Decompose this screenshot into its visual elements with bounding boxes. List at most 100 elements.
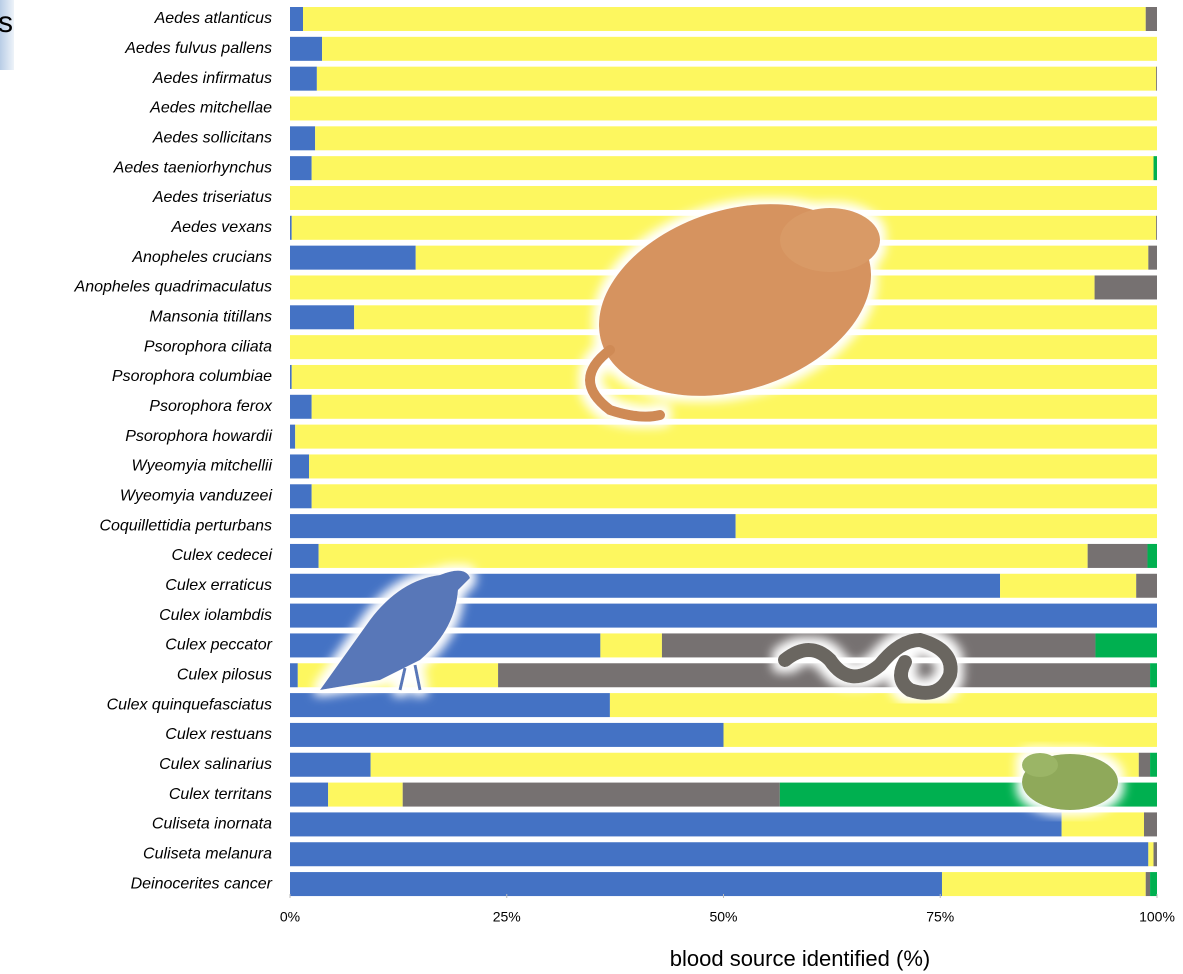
bar-segment	[1148, 842, 1153, 866]
category-label: Coquillettidia perturbans	[99, 517, 272, 534]
bar-segment	[290, 67, 317, 91]
bar-segment	[315, 126, 1157, 150]
category-label: Psorophora howardii	[125, 428, 272, 445]
category-label: Psorophora ciliata	[144, 338, 272, 355]
chart: s Aedes atlanticusAedes fulvus pallensAe…	[0, 0, 1183, 974]
bar-segment	[1088, 544, 1148, 568]
bar-segment	[317, 67, 1156, 91]
category-label: Aedes triseriatus	[152, 189, 272, 206]
category-label: Culex salinarius	[159, 756, 272, 773]
category-label: Culex cedecei	[172, 547, 273, 564]
bar-segment	[610, 693, 1157, 717]
bar-segment	[290, 216, 292, 240]
bar-segment	[290, 365, 292, 389]
bar-segment	[1095, 275, 1157, 299]
x-tick-label: 75%	[926, 909, 954, 925]
bar-segment	[290, 7, 303, 31]
category-label: Psorophora columbiae	[112, 368, 272, 385]
bar-segment	[290, 872, 942, 896]
bar-segment	[1154, 842, 1157, 866]
bar-segment	[328, 783, 403, 807]
bar-segment	[1144, 812, 1157, 836]
bar-segment	[290, 156, 312, 180]
category-label: Anopheles quadrimaculatus	[74, 279, 272, 296]
category-label: Culex iolambdis	[159, 607, 272, 624]
x-axis-label: blood source identified (%)	[670, 946, 930, 971]
bar-segment	[942, 872, 1146, 896]
category-label: Culex peccator	[165, 637, 272, 654]
bar-segment	[600, 633, 662, 657]
bar-segment	[290, 812, 1062, 836]
bar-segment	[1154, 156, 1157, 180]
bar-segment	[322, 37, 1157, 61]
category-label: Aedes taeniorhynchus	[113, 159, 272, 176]
bar-segment	[290, 484, 312, 508]
category-label: Wyeomyia vanduzeei	[120, 487, 273, 504]
x-tick-label: 25%	[493, 909, 521, 925]
bar-segment	[295, 425, 1157, 449]
bar-segment	[290, 395, 312, 419]
category-label: Culex restuans	[165, 726, 272, 743]
category-label: Aedes infirmatus	[152, 70, 272, 87]
bar-segment	[290, 544, 319, 568]
bar-segment	[1062, 812, 1144, 836]
category-label: Culex territans	[169, 786, 272, 803]
category-label: Culex erraticus	[165, 577, 272, 594]
bar-segment	[403, 783, 780, 807]
bar-segment	[290, 633, 600, 657]
bar-segment	[1150, 872, 1157, 896]
bar-segment	[724, 723, 1158, 747]
category-label: Wyeomyia mitchellii	[132, 458, 273, 475]
bar-segment	[1136, 574, 1157, 598]
bar-segment	[290, 37, 322, 61]
bar-segment	[290, 246, 416, 270]
bar-segment	[662, 633, 1096, 657]
bar-segment	[736, 514, 1157, 538]
bar-segment	[1139, 753, 1150, 777]
bar-segment	[312, 484, 1157, 508]
category-label: Culex quinquefasciatus	[107, 696, 272, 713]
bar-segment	[498, 663, 1150, 687]
bar-segment	[290, 126, 315, 150]
bar-segment	[290, 753, 371, 777]
category-label: Aedes sollicitans	[152, 130, 272, 147]
category-label: Mansonia titillans	[149, 309, 272, 326]
bar-segment	[1147, 544, 1157, 568]
bar-segment	[303, 7, 1146, 31]
bar-segment	[290, 783, 328, 807]
bar-segment	[309, 454, 1157, 478]
bar-segment	[290, 454, 309, 478]
bar-segment	[1150, 663, 1157, 687]
bar-segment	[1150, 753, 1157, 777]
bar-segment	[290, 425, 295, 449]
category-label: Aedes atlanticus	[154, 10, 272, 27]
category-label: Culex pilosus	[177, 666, 272, 683]
x-tick-label: 50%	[709, 909, 737, 925]
category-label: Aedes fulvus pallens	[124, 40, 272, 57]
bar-segment	[312, 395, 1157, 419]
bar-segment	[290, 305, 354, 329]
bar-segment	[319, 544, 1088, 568]
plot-area: Aedes atlanticus Aedes fulvus pallens Aede…	[74, 7, 1175, 925]
category-label: Culiseta inornata	[152, 816, 272, 833]
bar-segment	[290, 186, 1157, 210]
bar-segment	[1146, 872, 1150, 896]
bar-segment	[290, 693, 610, 717]
bar-segment	[1146, 7, 1157, 31]
category-label: Aedes vexans	[170, 219, 272, 236]
bar-segment	[1156, 67, 1157, 91]
category-label: Culiseta melanura	[143, 845, 272, 862]
bar-segment	[1156, 216, 1157, 240]
bar-segment	[1148, 246, 1157, 270]
bar-segment	[290, 723, 724, 747]
chart-title: s	[0, 6, 13, 39]
category-label: Psorophora ferox	[149, 398, 273, 415]
category-label: Aedes mitchellae	[149, 100, 272, 117]
bar-segment	[1095, 633, 1157, 657]
x-tick-label: 100%	[1139, 909, 1175, 925]
bar-segment	[290, 663, 298, 687]
bar-segment	[290, 842, 1148, 866]
bar-segment	[312, 156, 1154, 180]
bar-segment	[1000, 574, 1136, 598]
x-tick-label: 0%	[280, 909, 300, 925]
